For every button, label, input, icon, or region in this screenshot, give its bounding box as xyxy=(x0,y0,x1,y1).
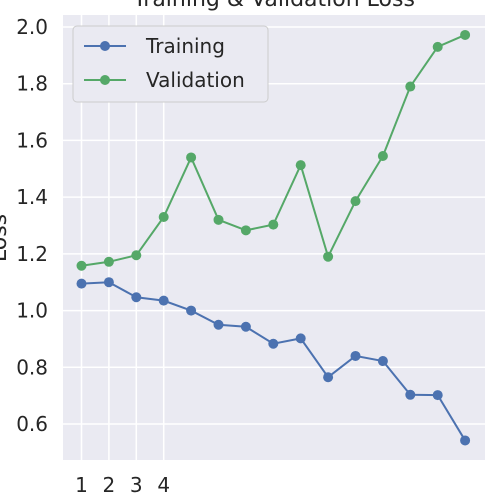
legend-label-validation: Validation xyxy=(146,68,245,92)
legend-label-training: Training xyxy=(145,34,225,58)
data-point-training xyxy=(296,333,306,343)
y-tick-label: 0.8 xyxy=(16,355,48,379)
data-point-validation xyxy=(159,212,169,222)
y-tick-label: 2.0 xyxy=(16,15,48,39)
y-tick-label: 1.8 xyxy=(16,72,48,96)
data-point-training xyxy=(159,296,169,306)
y-tick-label: 1.0 xyxy=(16,299,48,323)
data-point-training xyxy=(131,292,141,302)
x-tick-label: 2 xyxy=(103,473,116,497)
data-point-validation xyxy=(77,261,87,271)
data-point-validation xyxy=(241,225,251,235)
legend-marker-training xyxy=(100,41,110,51)
data-point-training xyxy=(214,320,224,330)
y-tick-labels: 0.6 0.8 1.0 1.2 1.4 1.6 1.8 2.0 xyxy=(16,15,48,436)
data-point-training xyxy=(378,356,388,366)
data-point-validation xyxy=(323,252,333,262)
data-point-validation xyxy=(131,250,141,260)
chart-title: Training & Validation Loss xyxy=(132,0,415,12)
data-point-training xyxy=(405,390,415,400)
data-point-training xyxy=(268,339,278,349)
y-tick-label: 0.6 xyxy=(16,412,48,436)
data-point-training xyxy=(77,279,87,289)
data-point-training xyxy=(351,351,361,361)
data-point-training xyxy=(323,372,333,382)
y-tick-label: 1.4 xyxy=(16,185,48,209)
y-tick-label: 1.6 xyxy=(16,128,48,152)
data-point-training xyxy=(241,322,251,332)
data-point-validation xyxy=(268,220,278,230)
data-point-validation xyxy=(104,257,114,267)
y-tick-label: 1.2 xyxy=(16,242,48,266)
data-point-validation xyxy=(378,151,388,161)
x-tick-label: 4 xyxy=(157,473,170,497)
x-tick-label: 1 xyxy=(75,473,88,497)
data-point-validation xyxy=(186,152,196,162)
data-point-validation xyxy=(351,196,361,206)
y-axis-label: Loss xyxy=(0,214,12,262)
data-point-training xyxy=(460,435,470,445)
data-point-training xyxy=(104,277,114,287)
data-point-validation xyxy=(405,82,415,92)
data-point-training xyxy=(433,390,443,400)
data-point-validation xyxy=(460,30,470,40)
data-point-validation xyxy=(296,160,306,170)
legend-marker-validation xyxy=(100,75,110,85)
data-point-validation xyxy=(433,42,443,52)
data-point-training xyxy=(186,306,196,316)
x-tick-label: 3 xyxy=(130,473,143,497)
data-point-validation xyxy=(214,215,224,225)
legend: Training Validation xyxy=(73,26,268,102)
